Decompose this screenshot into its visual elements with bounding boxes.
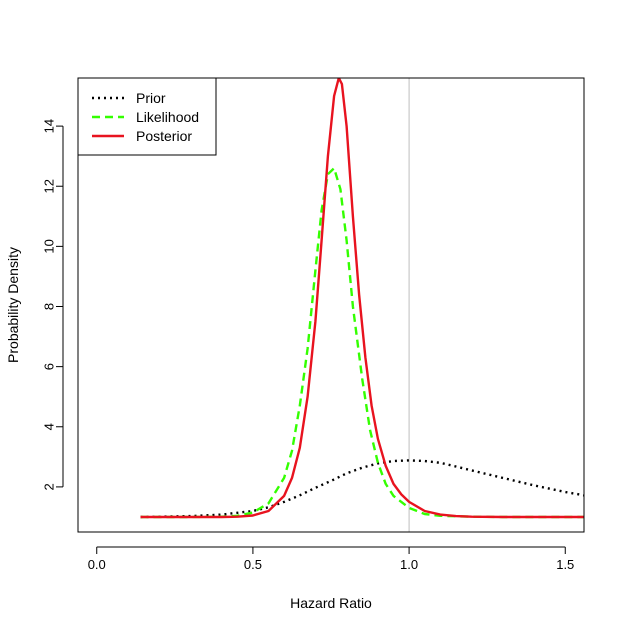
x-axis-label: Hazard Ratio (290, 595, 372, 611)
y-tick-label: 6 (42, 363, 57, 370)
y-tick-label: 2 (42, 483, 57, 490)
series-line-likelihood (140, 166, 584, 519)
y-tick-label: 8 (42, 303, 57, 310)
x-tick-label: 1.0 (400, 557, 418, 572)
y-tick-label: 14 (42, 119, 57, 133)
legend-box (77, 77, 217, 156)
y-tick-label: 10 (42, 239, 57, 253)
x-axis: 0.0 0.5 1.0 1.5 (88, 546, 574, 572)
plot-frame (77, 77, 585, 533)
series-line-prior (140, 459, 584, 519)
x-tick-label: 0.5 (244, 557, 262, 572)
y-tick-label: 12 (42, 179, 57, 193)
legend-label-likelihood: Likelihood (136, 109, 199, 125)
y-axis-label: Probability Density (5, 247, 21, 363)
x-tick-label: 0.0 (88, 557, 106, 572)
series-line-posterior (140, 78, 584, 519)
legend-label-prior: Prior (136, 90, 166, 106)
y-tick-label: 4 (42, 423, 57, 430)
legend-label-posterior: Posterior (136, 128, 192, 144)
x-tick-label: 1.5 (556, 557, 574, 572)
y-axis: 2 4 6 8 10 12 14 (42, 119, 64, 491)
legend: Prior Likelihood Posterior (77, 77, 217, 156)
